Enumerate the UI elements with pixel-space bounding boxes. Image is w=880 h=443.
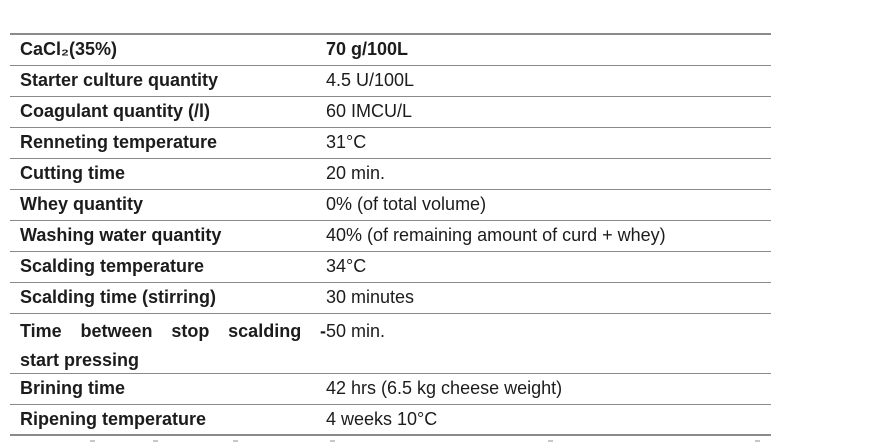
param-cell: Renneting temperature <box>20 132 218 153</box>
param-cell: Brining time <box>20 378 126 399</box>
table-row: Washing water quantity 40% (of remaining… <box>10 221 771 252</box>
table-row: Renneting temperature 31°C <box>10 128 771 159</box>
param-cell: Coagulant quantity (/l) <box>20 101 210 122</box>
table-row: CaCl₂(35%) 70 g/100L <box>10 35 771 66</box>
value-cell: 42 hrs (6.5 kg cheese weight) <box>326 378 563 399</box>
value-cell: 50 min. <box>326 321 386 341</box>
value-cell: 40% (of remaining amount of curd + whey) <box>326 225 666 246</box>
param-line-2: start pressing <box>20 350 140 370</box>
text-fragment-mark <box>755 440 760 442</box>
parameters-table: CaCl₂(35%) 70 g/100L Starter culture qua… <box>10 33 771 436</box>
param-cell: Ripening temperature <box>20 408 207 429</box>
param-cell: CaCl₂(35%) <box>20 39 118 60</box>
value-cell: 20 min. <box>326 163 386 184</box>
param-cell: Time between stop scalding - start press… <box>10 317 326 375</box>
table-row: Brining time 42 hrs (6.5 kg cheese weigh… <box>10 374 771 405</box>
table-row: Scalding time (stirring) 30 minutes <box>10 283 771 314</box>
table-row: Ripening temperature 4 weeks 10°C <box>10 405 771 434</box>
param-cell: Whey quantity <box>20 194 144 215</box>
value-cell: 70 g/100L <box>326 39 409 60</box>
table-row: Coagulant quantity (/l) 60 IMCU/L <box>10 97 771 128</box>
param-cell: Scalding temperature <box>20 256 205 277</box>
param-cell: Starter culture quantity <box>20 70 219 91</box>
table-row: Cutting time 20 min. <box>10 159 771 190</box>
table-row: Scalding temperature 34°C <box>10 252 771 283</box>
value-cell: 31°C <box>326 132 367 153</box>
param-cell: Washing water quantity <box>20 225 222 246</box>
text-fragment-mark <box>548 440 553 442</box>
value-cell: 4.5 U/100L <box>326 70 415 91</box>
text-fragment-mark <box>153 440 158 442</box>
value-cell: 4 weeks 10°C <box>326 408 438 429</box>
table-row: Whey quantity 0% (of total volume) <box>10 190 771 221</box>
param-line-1: Time between stop scalding - <box>20 321 326 341</box>
param-cell: Scalding time (stirring) <box>20 287 217 308</box>
text-fragment-mark <box>90 440 95 442</box>
text-fragment-mark <box>233 440 238 442</box>
table-row: Starter culture quantity 4.5 U/100L <box>10 66 771 97</box>
value-cell: 60 IMCU/L <box>326 101 413 122</box>
value-cell: 0% (of total volume) <box>326 194 487 215</box>
value-cell: 30 minutes <box>326 287 415 308</box>
table-row: Time between stop scalding - start press… <box>10 314 771 374</box>
param-cell: Cutting time <box>20 163 125 184</box>
text-fragment-mark <box>330 440 335 442</box>
value-cell: 34°C <box>326 256 367 277</box>
cropped-caption-fragment <box>0 439 880 443</box>
